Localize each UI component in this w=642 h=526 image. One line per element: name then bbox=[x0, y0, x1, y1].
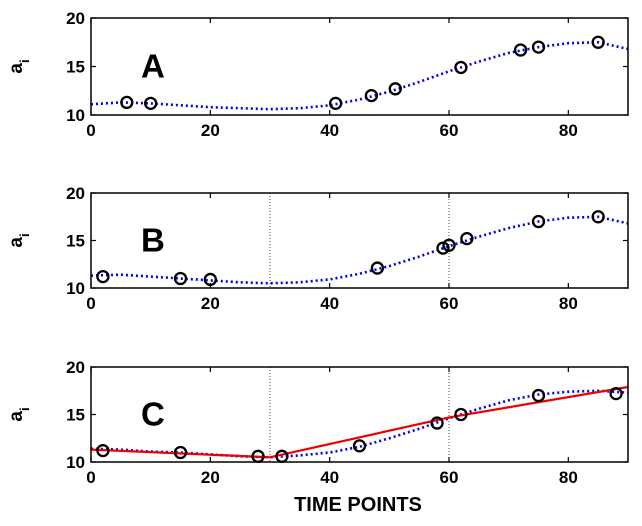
data-point bbox=[442, 238, 456, 252]
x-tick-label: 80 bbox=[559, 294, 578, 313]
y-tick-label: 20 bbox=[66, 9, 85, 28]
panel-b: 0 20 40 60 80 10 15 20 ai B bbox=[6, 184, 629, 313]
y-axis-label: ai bbox=[6, 407, 32, 421]
x-tick-label: 60 bbox=[440, 468, 459, 487]
data-point bbox=[120, 95, 134, 110]
piecewise-fit-line bbox=[91, 385, 628, 459]
data-point bbox=[591, 35, 605, 49]
axes-frame bbox=[90, 366, 629, 463]
x-tick-label: 20 bbox=[201, 121, 220, 140]
y-tick-label: 15 bbox=[66, 58, 85, 77]
x-tick-label: 80 bbox=[559, 121, 578, 140]
x-axis-label: TIME POINTS bbox=[294, 494, 422, 516]
y-tick-label: 10 bbox=[66, 279, 85, 298]
y-tick-label: 20 bbox=[66, 358, 85, 377]
data-point bbox=[173, 445, 188, 460]
y-axis-label-subscript: i bbox=[17, 407, 32, 411]
data-point bbox=[430, 416, 444, 430]
data-point bbox=[370, 261, 385, 275]
panel-a: 0 20 40 60 80 10 15 20 ai A bbox=[6, 9, 629, 140]
data-point bbox=[364, 88, 379, 103]
y-tick-label: 10 bbox=[66, 453, 85, 472]
panel-letter: A bbox=[141, 48, 165, 85]
panel-c: 0 20 40 60 80 10 15 20 ai C bbox=[6, 358, 629, 487]
y-axis-label: ai bbox=[6, 59, 32, 73]
x-tick-label: 0 bbox=[86, 294, 95, 313]
data-point bbox=[144, 96, 158, 111]
x-tick-label: 0 bbox=[86, 121, 95, 140]
data-point bbox=[454, 407, 468, 422]
y-axis-label-subscript: i bbox=[17, 59, 32, 63]
y-tick-label: 15 bbox=[66, 232, 85, 251]
y-tick-label: 15 bbox=[66, 406, 85, 425]
data-point bbox=[609, 386, 623, 401]
data-point bbox=[96, 443, 110, 458]
y-tick-label: 10 bbox=[66, 106, 85, 125]
x-tick-label: 60 bbox=[440, 294, 459, 313]
data-point bbox=[531, 388, 546, 403]
y-tick-label: 20 bbox=[66, 184, 85, 203]
x-tick-label: 40 bbox=[320, 468, 339, 487]
data-point bbox=[531, 40, 546, 54]
data-point bbox=[173, 271, 188, 286]
data-point bbox=[531, 214, 546, 229]
data-point bbox=[352, 439, 367, 453]
x-tick-label: 40 bbox=[320, 294, 339, 313]
x-tick-label: 40 bbox=[320, 121, 339, 140]
x-tick-label: 80 bbox=[559, 468, 578, 487]
x-tick-label: 20 bbox=[201, 468, 220, 487]
data-point bbox=[454, 60, 468, 75]
x-tick-label: 20 bbox=[201, 294, 220, 313]
smooth-curve-line bbox=[91, 215, 628, 285]
axes-frame bbox=[90, 17, 629, 116]
axes-frame bbox=[90, 192, 629, 289]
data-point bbox=[328, 96, 343, 111]
panel-letter: B bbox=[141, 222, 165, 259]
smooth-curve-line bbox=[91, 40, 628, 111]
data-point bbox=[460, 231, 474, 246]
smooth-curve-line bbox=[91, 389, 628, 459]
data-point bbox=[513, 43, 528, 57]
data-point bbox=[388, 82, 402, 96]
panel-letter: C bbox=[141, 396, 165, 433]
y-axis-label-subscript: i bbox=[17, 233, 32, 237]
x-tick-label: 0 bbox=[86, 468, 95, 487]
y-axis-label: ai bbox=[6, 233, 32, 247]
data-point bbox=[591, 210, 605, 224]
x-tick-label: 60 bbox=[440, 121, 459, 140]
data-point bbox=[96, 269, 110, 284]
